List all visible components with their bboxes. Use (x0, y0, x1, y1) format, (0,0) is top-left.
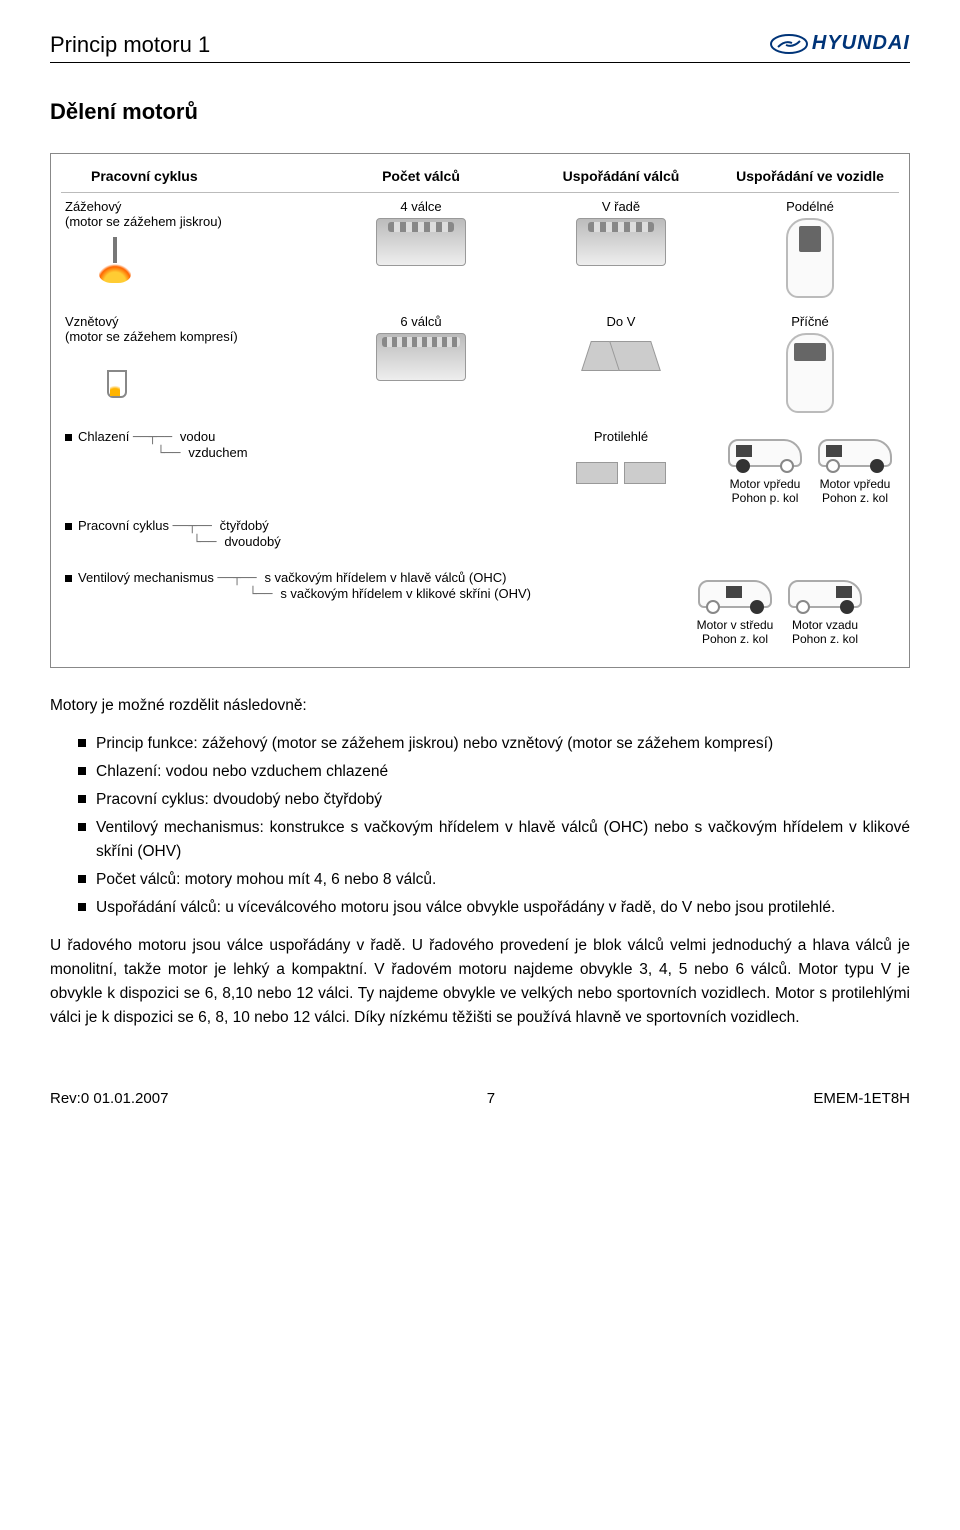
footer-code: EMEM-1ET8H (813, 1090, 910, 1107)
list-item: Chlazení: vodou nebo vzduchem chlazené (78, 760, 910, 784)
ff-l1: Motor vpředu (730, 477, 801, 491)
body-text: Motory je možné rozdělit následovně: Pri… (50, 694, 910, 1030)
col4-header: Uspořádání ve vozidle (721, 164, 899, 193)
cyl4-label: 4 válce (325, 199, 517, 214)
section-title: Dělení motorů (50, 99, 910, 125)
list-item: Pracovní cyklus: dvoudobý nebo čtyřdobý (78, 788, 910, 812)
diesel-sub: (motor se zážehem kompresí) (65, 329, 317, 344)
spark-engine-cell: Zážehový (motor se zážehem jiskrou) (61, 193, 321, 295)
col3-header: Uspořádání válců (521, 164, 721, 193)
v-engine-cell: Do V (521, 308, 721, 391)
cycle-head: Pracovní cyklus (78, 518, 169, 533)
cycle-tree: Pracovní cyklus ──┬── čtyřdobý └── dvoud… (61, 512, 521, 556)
mid-rear-cell: Motor v středuPohon z. kol Motor vzaduPo… (661, 564, 899, 653)
header-title: Princip motoru 1 (50, 32, 210, 58)
body-paragraph: U řadového motoru jsou válce uspořádány … (50, 934, 910, 1030)
flat-engine-cell: Protilehlé (521, 423, 721, 506)
car-transverse-icon (776, 331, 844, 415)
bullet-list: Princip funkce: zážehový (motor se zážeh… (50, 732, 910, 920)
ff-fr-cell: Motor vpředuPohon p. kol Motor vpředuPoh… (721, 423, 899, 512)
valve-tree: Ventilový mechanismus ──┬── s vačkovým h… (61, 564, 661, 608)
mid-l2: Pohon z. kol (702, 632, 768, 646)
page-header: Princip motoru 1 HYUNDAI (50, 32, 910, 63)
engine-flat-icon (576, 448, 666, 496)
footer-page: 7 (487, 1090, 495, 1107)
car-mid-icon (696, 572, 774, 616)
fr-l1: Motor vpředu (820, 477, 891, 491)
car-ff-icon (726, 431, 804, 475)
cyl4-cell: 4 válce (321, 193, 521, 276)
transverse-label: Příčné (725, 314, 895, 329)
longitudinal-label: Podélné (725, 199, 895, 214)
longitudinal-cell: Podélné (721, 193, 899, 308)
cycle-4t: čtyřdobý (220, 518, 269, 533)
list-item: Počet válců: motory mohou mít 4, 6 nebo … (78, 868, 910, 892)
cooling-water: vodou (180, 429, 215, 444)
cycle-2t: dvoudobý (224, 534, 280, 549)
rear-l2: Pohon z. kol (792, 632, 858, 646)
list-head: Motory je možné rozdělit následovně: (50, 694, 910, 718)
valve-ohc: s vačkovým hřídelem v hlavě válců (OHC) (264, 570, 506, 585)
car-fr-icon (816, 431, 894, 475)
brand-logo: HYUNDAI (770, 32, 910, 55)
v-label: Do V (525, 314, 717, 329)
car-longitudinal-icon (776, 216, 844, 300)
hyundai-logo-icon (770, 34, 808, 54)
classification-diagram: Pracovní cyklus Počet válců Uspořádání v… (50, 153, 910, 668)
page-footer: Rev:0 01.01.2007 7 EMEM-1ET8H (50, 1090, 910, 1107)
list-item: Princip funkce: zážehový (motor se zážeh… (78, 732, 910, 756)
transverse-cell: Příčné (721, 308, 899, 423)
ff-l2: Pohon p. kol (732, 491, 799, 505)
brand-text: HYUNDAI (812, 32, 910, 55)
diesel-icon (95, 350, 135, 398)
cyl6-label: 6 válců (325, 314, 517, 329)
footer-rev: Rev:0 01.01.2007 (50, 1090, 168, 1107)
diesel-label: Vznětový (65, 314, 317, 329)
col2-header: Počet válců (321, 164, 521, 193)
inline-label: V řadě (525, 199, 717, 214)
inline-cell: V řadě (521, 193, 721, 276)
cyl6-cell: 6 válců (321, 308, 521, 391)
valve-head: Ventilový mechanismus (78, 570, 214, 585)
mid-l1: Motor v středu (697, 618, 774, 632)
diesel-engine-cell: Vznětový (motor se zážehem kompresí) (61, 308, 321, 410)
spark-label: Zážehový (65, 199, 317, 214)
cooling-tree: Chlazení ──┬── vodou └── vzduchem (61, 423, 321, 467)
engine-6cyl-icon (376, 333, 466, 381)
cooling-air: vzduchem (188, 445, 247, 460)
engine-v-icon (576, 333, 666, 381)
spark-sub: (motor se zážehem jiskrou) (65, 214, 317, 229)
rear-l1: Motor vzadu (792, 618, 858, 632)
car-rear-icon (786, 572, 864, 616)
cooling-head: Chlazení (78, 429, 129, 444)
flat-label: Protilehlé (525, 429, 717, 444)
list-item: Ventilový mechanismus: konstrukce s vačk… (78, 816, 910, 864)
list-item: Uspořádání válců: u víceválcového motoru… (78, 896, 910, 920)
valve-ohv: s vačkovým hřídelem v klikové skříni (OH… (280, 586, 531, 601)
spark-plug-icon (95, 235, 135, 283)
fr-l2: Pohon z. kol (822, 491, 888, 505)
engine-inline-icon (576, 218, 666, 266)
engine-4cyl-icon (376, 218, 466, 266)
col1-header: Pracovní cyklus (61, 164, 321, 193)
